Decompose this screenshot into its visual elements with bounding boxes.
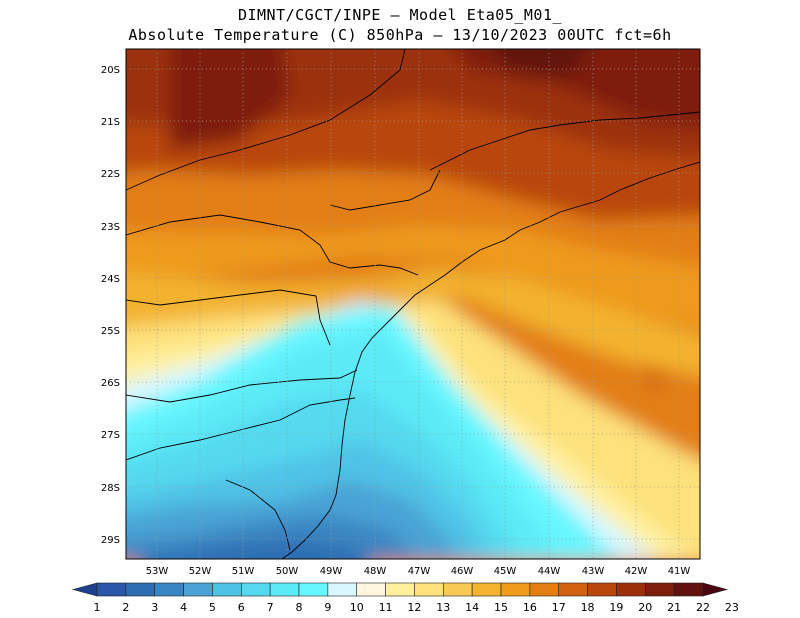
colorbar-swatch (269, 582, 300, 597)
colorbar-label: 12 (407, 601, 421, 614)
colorbar-swatch (471, 582, 502, 597)
colorbar-label: 7 (267, 601, 274, 614)
colorbar-swatch (240, 582, 271, 597)
map-title-line1: DIMNT/CGCT/INPE – Model Eta05_M01_ (237, 6, 563, 24)
colorbar-label: 17 (552, 601, 566, 614)
colorbar-label: 10 (350, 601, 364, 614)
colorbar-label: 3 (151, 601, 158, 614)
lon-label: 53W (146, 566, 169, 577)
colorbar-label: 5 (209, 601, 216, 614)
map-gridlines (126, 49, 700, 559)
colorbar-swatch (154, 582, 184, 597)
lon-label: 50W (276, 566, 299, 577)
colorbar-swatch (500, 582, 531, 597)
colorbar-label: 4 (180, 601, 187, 614)
colorbar-label: 9 (324, 601, 331, 614)
lon-label: 41W (668, 566, 691, 577)
colorbar-label: 16 (523, 601, 537, 614)
colorbar-swatch (529, 582, 560, 597)
colorbar-swatch (327, 582, 358, 597)
colorbar-label: 14 (465, 601, 479, 614)
colorbar-label: 23 (725, 601, 739, 614)
colorbar-swatch (125, 582, 156, 597)
colorbar-label: 2 (122, 601, 129, 614)
border-sp-pr (126, 214, 419, 276)
colorbar-swatch (298, 582, 329, 597)
colorbar-label: 13 (436, 601, 450, 614)
lat-label: 21S (101, 117, 120, 128)
colorbar-swatch (673, 582, 704, 597)
lat-label: 29S (101, 535, 120, 546)
lat-label: 25S (101, 326, 120, 337)
lat-label: 28S (101, 483, 120, 494)
map-title-line2: Absolute Temperature (C) 850hPa – 13/10/… (128, 26, 672, 44)
colorbar-label: 1 (94, 601, 101, 614)
colorbar-swatch (385, 582, 415, 597)
border-interior (126, 289, 331, 346)
map-frame (125, 48, 701, 560)
border-mg (126, 49, 406, 191)
colorbar-label: 18 (581, 601, 595, 614)
colorbar-swatch (558, 582, 588, 597)
border-mg-rj (429, 111, 700, 171)
colorbar-swatch (414, 582, 444, 597)
colorbar-arrow-left (71, 582, 98, 597)
colorbar-label: 21 (667, 601, 681, 614)
colorbar-swatch (442, 582, 473, 597)
colorbar-label: 15 (494, 601, 508, 614)
colorbar-label: 20 (638, 601, 652, 614)
lat-label: 22S (101, 169, 120, 180)
lon-label: 52W (189, 566, 212, 577)
lon-label: 44W (538, 566, 561, 577)
colorbar-arrow-right (702, 582, 729, 597)
lat-label: 20S (101, 65, 120, 76)
lon-label: 48W (364, 566, 387, 577)
colorbar-label: 11 (379, 601, 393, 614)
colorbar-swatch (587, 582, 617, 597)
colorbar-swatch (212, 582, 242, 597)
lon-label: 46W (451, 566, 474, 577)
lon-label: 45W (494, 566, 517, 577)
colorbar-label: 22 (696, 601, 710, 614)
lon-label: 51W (232, 566, 255, 577)
lon-label: 42W (625, 566, 648, 577)
colorbar-swatch (356, 582, 386, 597)
colorbar-label: 6 (238, 601, 245, 614)
lon-label: 43W (582, 566, 605, 577)
colorbar-swatch (96, 582, 127, 597)
colorbar-label: 19 (609, 601, 623, 614)
coastline-borders (126, 49, 700, 559)
longitude-labels: 53W 52W 51W 50W 49W 48W 47W 46W 45W 44W … (146, 566, 691, 577)
lon-label: 47W (408, 566, 431, 577)
colorbar: 1 2 3 4 5 6 7 8 9 10 11 12 13 14 15 16 17 18 19 20 21 22 23 (71, 582, 739, 614)
border-pr-sc (126, 369, 358, 403)
colorbar-swatch (616, 582, 646, 597)
border-sp-mg (329, 169, 441, 211)
border-sc-rs (126, 397, 356, 461)
coastline (281, 161, 700, 559)
lat-label: 23S (101, 222, 120, 233)
latitude-labels: 20S 21S 22S 23S 24S 25S 26S 27S 28S 29S (101, 65, 120, 546)
colorbar-label: 8 (296, 601, 303, 614)
lat-label: 26S (101, 378, 120, 389)
colorbar-swatch (644, 582, 675, 597)
colorbar-swatch (183, 582, 213, 597)
lon-label: 49W (320, 566, 343, 577)
lat-label: 27S (101, 430, 120, 441)
temperature-field (126, 49, 700, 559)
lat-label: 24S (101, 274, 120, 285)
